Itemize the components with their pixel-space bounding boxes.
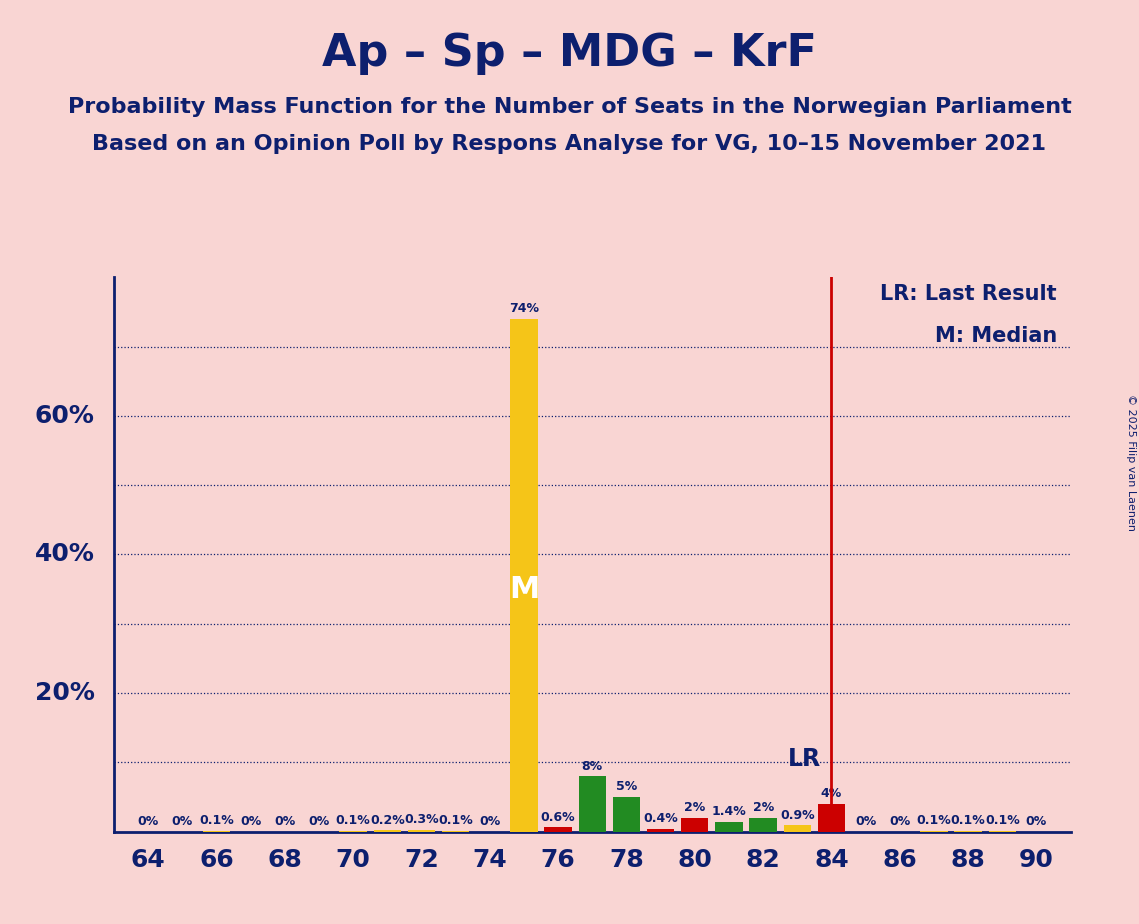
Text: 8%: 8% — [582, 760, 603, 772]
Text: 0.1%: 0.1% — [336, 814, 370, 828]
Bar — [510, 319, 538, 832]
Text: 0%: 0% — [240, 815, 261, 828]
Text: 0%: 0% — [138, 815, 158, 828]
Text: 0.6%: 0.6% — [541, 811, 575, 824]
Text: 0.9%: 0.9% — [780, 808, 814, 822]
Text: Ap – Sp – MDG – KrF: Ap – Sp – MDG – KrF — [322, 32, 817, 76]
Bar — [579, 776, 606, 832]
Bar — [681, 818, 708, 832]
Text: 40%: 40% — [35, 542, 95, 566]
Text: 0.1%: 0.1% — [917, 814, 951, 828]
Text: 2%: 2% — [685, 801, 705, 814]
Text: 0.1%: 0.1% — [439, 814, 473, 828]
Text: 0%: 0% — [172, 815, 192, 828]
Text: 0%: 0% — [480, 815, 500, 828]
Text: 2%: 2% — [753, 801, 773, 814]
Text: M: M — [509, 575, 539, 603]
Text: 0%: 0% — [274, 815, 295, 828]
Text: 1.4%: 1.4% — [712, 806, 746, 819]
Bar — [715, 822, 743, 832]
Text: 0%: 0% — [1026, 815, 1047, 828]
Bar — [749, 818, 777, 832]
Text: 4%: 4% — [821, 787, 842, 800]
Text: 0.1%: 0.1% — [199, 814, 233, 828]
Bar — [408, 830, 435, 832]
Text: 0.1%: 0.1% — [951, 814, 985, 828]
Text: 0.4%: 0.4% — [644, 812, 678, 825]
Bar — [647, 829, 674, 832]
Bar — [613, 796, 640, 832]
Text: 0%: 0% — [890, 815, 910, 828]
Text: 74%: 74% — [509, 302, 539, 315]
Text: © 2025 Filip van Laenen: © 2025 Filip van Laenen — [1126, 394, 1136, 530]
Text: LR: LR — [788, 747, 821, 771]
Bar — [374, 830, 401, 832]
Text: 5%: 5% — [616, 781, 637, 794]
Bar — [784, 825, 811, 832]
Text: Probability Mass Function for the Number of Seats in the Norwegian Parliament: Probability Mass Function for the Number… — [67, 97, 1072, 117]
Text: 0.1%: 0.1% — [985, 814, 1019, 828]
Text: 0.3%: 0.3% — [404, 813, 439, 826]
Text: 0.2%: 0.2% — [370, 814, 404, 827]
Text: LR: Last Result: LR: Last Result — [880, 285, 1057, 304]
Bar — [818, 804, 845, 832]
Bar — [544, 828, 572, 832]
Text: 20%: 20% — [35, 681, 95, 705]
Text: 0%: 0% — [855, 815, 876, 828]
Text: Based on an Opinion Poll by Respons Analyse for VG, 10–15 November 2021: Based on an Opinion Poll by Respons Anal… — [92, 134, 1047, 154]
Text: 0%: 0% — [309, 815, 329, 828]
Text: M: Median: M: Median — [935, 326, 1057, 346]
Text: 60%: 60% — [35, 404, 95, 428]
